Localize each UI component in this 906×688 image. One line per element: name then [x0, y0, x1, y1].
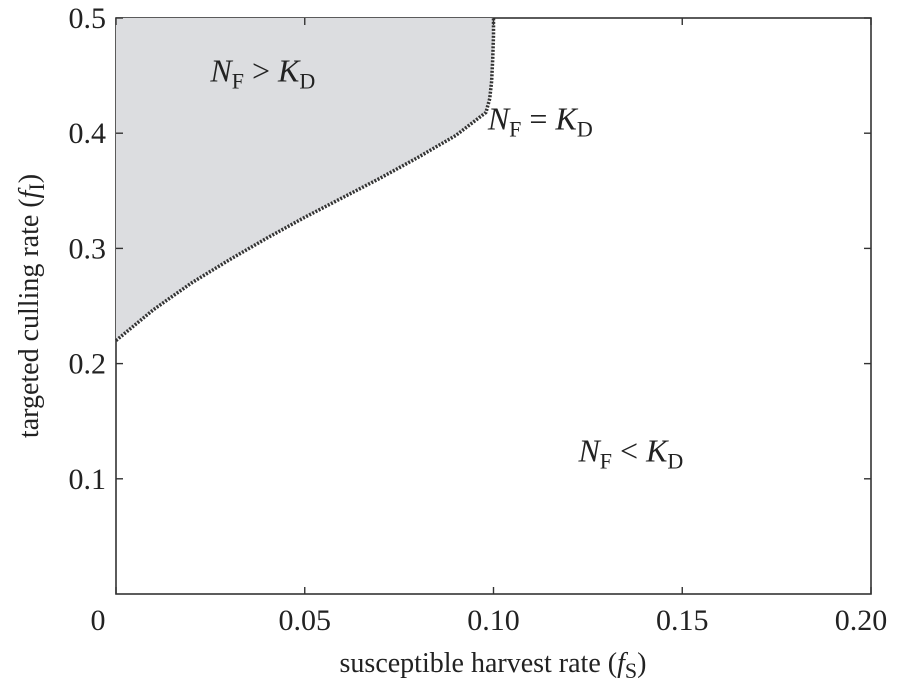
shaded-region-group: [114, 18, 496, 342]
annotation-eq: NF = KD: [487, 101, 593, 142]
annotation-gt-op: >: [244, 52, 278, 88]
annotation-lt-n: N: [577, 433, 601, 469]
y-axis-label-text: targeted culling rate (: [14, 198, 45, 438]
x-axis-label-text: susceptible harvest rate (: [340, 648, 618, 679]
annotation-gt-n: N: [209, 52, 233, 88]
x-axis-label-var: f: [617, 648, 628, 679]
x-tick-label-0: 0: [91, 604, 106, 637]
annotation-lt-op: <: [612, 433, 646, 469]
y-axis-label-sub: I: [24, 183, 49, 190]
annotation-lt: NF < KD: [577, 433, 683, 474]
x-tick-label-1: 0.05: [279, 604, 332, 637]
annotation-gt-k-sub: D: [299, 68, 315, 93]
y-tick-label-2: 0.3: [69, 232, 107, 265]
y-tick-label-3: 0.4: [69, 117, 107, 150]
tick-labels: 0 0.05 0.10 0.15 0.20 0.1 0.2 0.3 0.4 0.5: [69, 2, 888, 637]
x-axis-label-close: ): [637, 648, 646, 679]
boundary-curve: [114, 18, 496, 342]
y-tick-label-1: 0.2: [69, 348, 107, 381]
annotation-eq-op: =: [521, 101, 555, 137]
y-tick-label-4: 0.5: [69, 2, 107, 35]
x-axis-label-sub: S: [625, 658, 637, 683]
annotation-lt-k-sub: D: [667, 449, 683, 474]
y-axis-label-var: f: [14, 187, 45, 198]
annotation-lt-n-sub: F: [600, 449, 612, 474]
y-axis-label: targeted culling rate (fI): [14, 174, 49, 438]
annotation-eq-n-sub: F: [509, 117, 521, 142]
x-tick-label-4: 0.20: [835, 604, 888, 637]
y-axis-label-close: ): [14, 174, 45, 183]
y-tick-label-0: 0.1: [69, 463, 107, 496]
annotation-lt-k: K: [645, 433, 669, 469]
annotation-eq-n: N: [487, 101, 511, 137]
annotation-gt: NF > KD: [209, 52, 315, 93]
x-tick-label-3: 0.15: [656, 604, 709, 637]
annotation-eq-k: K: [554, 101, 578, 137]
shaded-region: [116, 18, 494, 341]
annotation-gt-k: K: [277, 52, 301, 88]
annotation-gt-n-sub: F: [232, 68, 244, 93]
annotation-eq-k-sub: D: [577, 117, 593, 142]
x-tick-label-2: 0.10: [467, 604, 520, 637]
tick-marks: [115, 17, 872, 594]
x-axis-label: susceptible harvest rate (fS): [340, 648, 647, 683]
